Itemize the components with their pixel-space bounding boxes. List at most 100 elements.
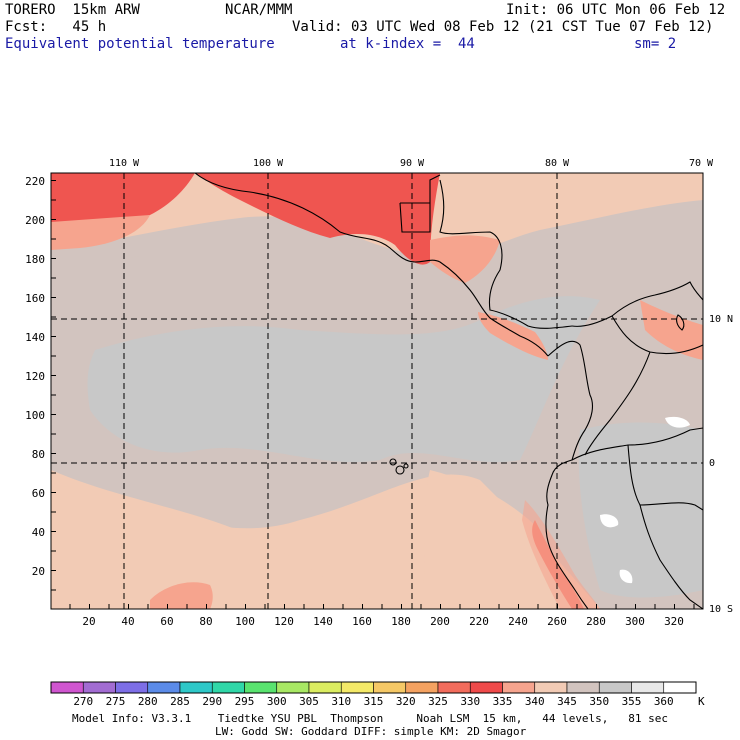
lon-label-110w: 110 W (109, 158, 140, 169)
y-tick-label: 160 (25, 292, 45, 305)
lon-label-100w: 100 W (253, 158, 284, 169)
legend-swatch (534, 681, 568, 694)
salmon-costa-rica (478, 312, 548, 360)
lat-label-10n: 10 N (709, 314, 733, 325)
salmon-pacific-patch (150, 582, 213, 609)
legend-swatch (566, 681, 600, 694)
legend-value-label: 310 (331, 695, 351, 708)
mexico-coast (194, 173, 549, 357)
legend-swatch (115, 681, 149, 694)
salmon-caribbean (640, 300, 703, 360)
legend-swatch (598, 681, 632, 694)
y-tick-label: 60 (32, 487, 45, 500)
legend-swatch (179, 681, 213, 694)
map-frame (50, 172, 704, 610)
lon-label-70w: 70 W (689, 158, 714, 169)
x-tick-label: 20 (82, 615, 95, 628)
red-central-america (195, 173, 440, 265)
legend-swatch (663, 681, 697, 694)
legend-value-label: 350 (589, 695, 609, 708)
init-time: Init: 06 UTC Mon 06 Feb 12 (506, 2, 726, 18)
salmon-central-america (430, 235, 500, 283)
forecast-hour: Fcst: 45 h (5, 19, 107, 35)
legend-swatch (147, 681, 181, 694)
x-tick-label: 160 (352, 615, 372, 628)
level-label: at k-index = 44 (340, 36, 475, 52)
legend-swatch (211, 681, 245, 694)
caribbean-coast (439, 179, 573, 329)
lat-lon-grid (51, 173, 703, 609)
legend-unit: K (698, 695, 705, 708)
colombia-coast (571, 281, 703, 327)
coastlines (194, 173, 703, 609)
light-gray-core (87, 296, 600, 463)
physics-info: LW: Godd SW: Goddard DIFF: simple KM: 2D… (215, 725, 527, 738)
y-index-labels: 20 40 60 80 100 120 140 160 180 200 220 (25, 175, 45, 578)
x-tick-label: 120 (274, 615, 294, 628)
legend-value-label: 295 (235, 695, 255, 708)
legend-swatch (276, 681, 310, 694)
legend-value-label: 305 (299, 695, 319, 708)
legend-labels: 270 275 280 285 290 295 300 305 310 315 320 325 330 3… (73, 695, 673, 708)
legend-value-label: 320 (396, 695, 416, 708)
x-index-labels: 20 40 60 80 100 120 140 160 180 200 220 … (82, 615, 684, 628)
lat-label-0: 0 (709, 458, 715, 469)
x-tick-label: 140 (313, 615, 333, 628)
legend-swatch (437, 681, 471, 694)
x-tick-label: 260 (547, 615, 567, 628)
lon-label-80w: 80 W (545, 158, 570, 169)
peach-south-center (420, 470, 540, 609)
legend-swatch (82, 681, 116, 694)
legend-value-label: 300 (267, 695, 287, 708)
legend-swatch (631, 681, 665, 694)
color-legend (50, 681, 697, 694)
legend-value-label: 360 (654, 695, 674, 708)
y-tick-label: 200 (25, 214, 45, 227)
bolivia-border (639, 504, 703, 609)
y-tick-marks (51, 180, 56, 591)
legend-value-label: 335 (493, 695, 513, 708)
galapagos (389, 458, 409, 475)
legend-value-label: 345 (557, 695, 577, 708)
legend-value-label: 290 (202, 695, 222, 708)
longitude-labels: 110 W 100 W 90 W 80 W 70 W (109, 158, 714, 169)
legend-value-label: 270 (73, 695, 93, 708)
legend-value-label: 285 (170, 695, 190, 708)
red-northwest (51, 173, 195, 222)
x-tick-label: 320 (664, 615, 684, 628)
y-tick-label: 180 (25, 253, 45, 266)
legend-swatch (405, 681, 439, 694)
legend-value-label: 315 (364, 695, 384, 708)
legend-swatch (308, 681, 342, 694)
y-tick-label: 40 (32, 526, 45, 539)
y-tick-label: 140 (25, 331, 45, 344)
legend-value-label: 330 (460, 695, 480, 708)
south-america-west (545, 340, 594, 609)
legend-value-label: 355 (622, 695, 642, 708)
legend-value-label: 325 (428, 695, 448, 708)
legend-swatch (469, 681, 503, 694)
field-shading (51, 173, 703, 609)
x-tick-label: 80 (199, 615, 212, 628)
model-title: TORERO 15km ARW (5, 2, 140, 18)
brazil-border (584, 351, 651, 456)
legend-value-label: 340 (525, 695, 545, 708)
field-name: Equivalent potential temperature (5, 36, 275, 52)
x-tick-label: 40 (121, 615, 134, 628)
y-tick-label: 220 (25, 175, 45, 188)
guatemala-border (399, 174, 441, 233)
peach-south (51, 470, 380, 609)
legend-swatch (244, 681, 278, 694)
valid-time: Valid: 03 UTC Wed 08 Feb 12 (21 CST Tue … (292, 19, 714, 35)
gray-band-west (51, 200, 140, 270)
legend-swatch (373, 681, 407, 694)
x-tick-label: 240 (508, 615, 528, 628)
x-tick-label: 280 (586, 615, 606, 628)
x-tick-label: 100 (235, 615, 255, 628)
x-tick-label: 60 (160, 615, 173, 628)
y-tick-label: 120 (25, 370, 45, 383)
white-patch-2 (665, 416, 690, 428)
latitude-labels: 10 N 0 10 S (709, 314, 733, 615)
y-tick-label: 100 (25, 409, 45, 422)
